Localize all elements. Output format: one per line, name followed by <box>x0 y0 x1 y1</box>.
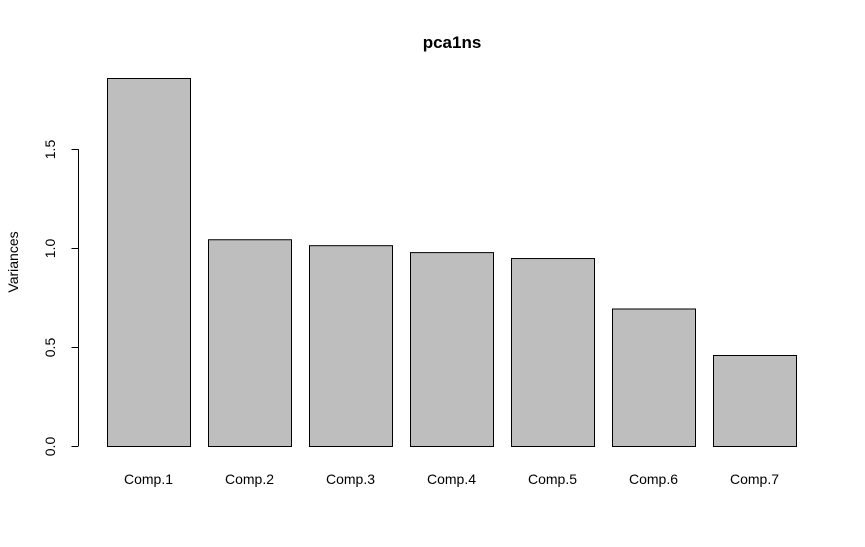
x-tick-label: Comp.6 <box>629 471 678 487</box>
y-tick-label: 1.5 <box>42 140 58 160</box>
bar-comp-3 <box>309 245 393 447</box>
bar-comp-1 <box>107 78 191 447</box>
x-tick-label: Comp.1 <box>124 471 173 487</box>
chart-title: pca1ns <box>423 33 482 52</box>
bar-comp-5 <box>511 258 595 447</box>
x-tick-label: Comp.4 <box>427 471 476 487</box>
bar-comp-2 <box>208 239 292 447</box>
y-tick-label: 0.5 <box>42 338 58 358</box>
y-axis-label: Variances <box>5 231 21 292</box>
x-tick-label: Comp.3 <box>326 471 375 487</box>
y-tick-label: 0.0 <box>42 437 58 457</box>
y-axis: 0.0 0.5 1.0 1.5 <box>42 140 79 457</box>
bars-group <box>107 78 797 448</box>
bar-comp-4 <box>410 252 494 447</box>
x-tick-label: Comp.7 <box>730 471 779 487</box>
x-tick-label: Comp.5 <box>528 471 577 487</box>
bar-comp-6 <box>612 308 696 447</box>
x-axis-labels: Comp.1 Comp.2 Comp.3 Comp.4 Comp.5 Comp.6 Comp… <box>124 471 779 487</box>
y-tick-label: 1.0 <box>42 239 58 259</box>
bar-comp-7 <box>713 354 797 448</box>
x-tick-label: Comp.2 <box>225 471 274 487</box>
